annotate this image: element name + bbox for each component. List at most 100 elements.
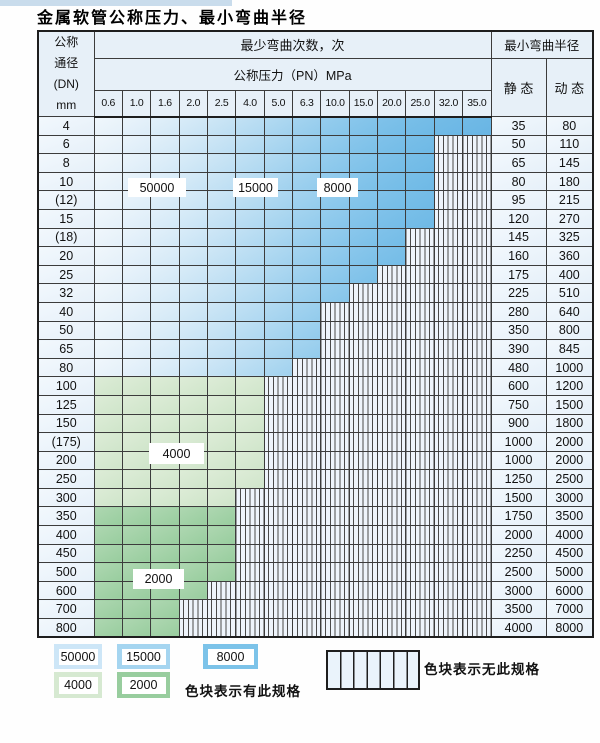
dynamic-value-cell: 1800 <box>545 413 594 434</box>
spec-cell <box>121 339 152 359</box>
pressure-tick: 32.0 <box>433 90 464 118</box>
no-spec-cell <box>433 208 464 229</box>
no-spec-cell <box>405 376 435 396</box>
spec-cell <box>178 506 208 527</box>
static-value-cell: 600 <box>490 376 547 396</box>
no-spec-cell <box>377 599 407 620</box>
dn-cell: 500 <box>37 562 95 582</box>
no-spec-cell <box>433 487 464 508</box>
pressure-tick: 4.0 <box>235 90 265 118</box>
spec-cell <box>235 264 265 285</box>
spec-cell <box>150 543 180 564</box>
no-spec-cell <box>462 413 492 434</box>
dn-cell: 300 <box>37 487 95 508</box>
spec-cell <box>320 116 350 136</box>
no-spec-cell <box>263 506 294 527</box>
pressure-tick: 5.0 <box>263 90 294 118</box>
no-spec-cell <box>348 469 379 489</box>
no-spec-cell <box>462 580 492 601</box>
static-value-cell: 4000 <box>490 618 547 638</box>
table-row: 800 4000 8000 <box>37 618 594 638</box>
spec-cell <box>93 543 123 564</box>
static-value-cell: 3500 <box>490 599 547 620</box>
no-spec-cell <box>292 618 322 638</box>
no-spec-cell <box>292 394 322 415</box>
dn-cell: 800 <box>37 618 95 638</box>
spec-cell <box>178 487 208 508</box>
spec-cell <box>348 134 379 155</box>
no-spec-cell <box>405 413 435 434</box>
table-row: 450 2250 4500 <box>37 543 594 564</box>
spec-cell <box>178 339 208 359</box>
no-spec-cell <box>348 450 379 471</box>
no-spec-cell <box>263 562 294 582</box>
no-spec-cell <box>348 562 379 582</box>
dn-cell: 15 <box>37 208 95 229</box>
spec-cell <box>150 134 180 155</box>
table-row: 65 390 845 <box>37 339 594 359</box>
static-value-cell: 1750 <box>490 506 547 527</box>
no-spec-cell <box>462 246 492 266</box>
no-spec-cell <box>348 394 379 415</box>
spec-cell <box>377 190 407 210</box>
no-spec-cell <box>462 599 492 620</box>
no-spec-cell <box>377 487 407 508</box>
no-spec-cell <box>433 525 464 545</box>
spec-cell <box>292 153 322 173</box>
no-spec-cell <box>405 599 435 620</box>
dn-cell: 8 <box>37 153 95 173</box>
no-spec-cell <box>320 525 350 545</box>
no-spec-cell <box>320 357 350 378</box>
dynamic-value-cell: 360 <box>545 246 594 266</box>
no-spec-cell <box>405 580 435 601</box>
spec-cell <box>405 153 435 173</box>
table-row: 125 750 1500 <box>37 394 594 415</box>
no-spec-cell <box>462 153 492 173</box>
no-spec-cell <box>377 469 407 489</box>
spec-cell <box>93 134 123 155</box>
table-row: 150 900 1800 <box>37 413 594 434</box>
no-spec-cell <box>292 543 322 564</box>
no-spec-cell <box>292 580 322 601</box>
no-spec-cell <box>320 450 350 471</box>
no-spec-cell <box>292 469 322 489</box>
no-spec-cell <box>433 618 464 638</box>
spec-cell <box>235 283 265 303</box>
spec-cell <box>206 246 237 266</box>
spec-cell <box>348 264 379 285</box>
static-header: 静 态 <box>490 57 547 117</box>
static-value-cell: 2000 <box>490 525 547 545</box>
table-row: 80 480 1000 <box>37 357 594 378</box>
dn-cell: (12) <box>37 190 95 210</box>
no-spec-cell <box>405 487 435 508</box>
page-title: 金属软管公称压力、最小弯曲半径 <box>37 8 308 27</box>
pressure-tick: 1.0 <box>121 90 152 118</box>
dynamic-value-cell: 1200 <box>545 376 594 396</box>
no-spec-cell <box>377 376 407 396</box>
dn-header-line: mm <box>56 98 77 112</box>
cycle-count-label: 2000 <box>133 569 184 589</box>
pressure-tick: 2.0 <box>178 90 208 118</box>
no-spec-cell <box>462 506 492 527</box>
dn-cell: 25 <box>37 264 95 285</box>
no-spec-cell <box>405 357 435 378</box>
static-value-cell: 50 <box>490 134 547 155</box>
dynamic-value-cell: 7000 <box>545 599 594 620</box>
no-spec-cell <box>462 171 492 192</box>
no-spec-cell <box>320 618 350 638</box>
no-spec-cell <box>178 618 208 638</box>
no-spec-cell <box>377 357 407 378</box>
dn-cell: 10 <box>37 171 95 192</box>
no-spec-cell <box>263 450 294 471</box>
spec-cell <box>121 301 152 322</box>
dynamic-header: 动 态 <box>545 57 594 117</box>
spec-cell <box>93 227 123 248</box>
spec-cell <box>178 301 208 322</box>
spec-cell <box>292 134 322 155</box>
spec-cell <box>235 376 265 396</box>
spec-cell <box>292 264 322 285</box>
pressure-tick: 6.3 <box>292 90 322 118</box>
spec-cell <box>121 208 152 229</box>
dynamic-value-cell: 2500 <box>545 469 594 489</box>
spec-cell <box>263 246 294 266</box>
